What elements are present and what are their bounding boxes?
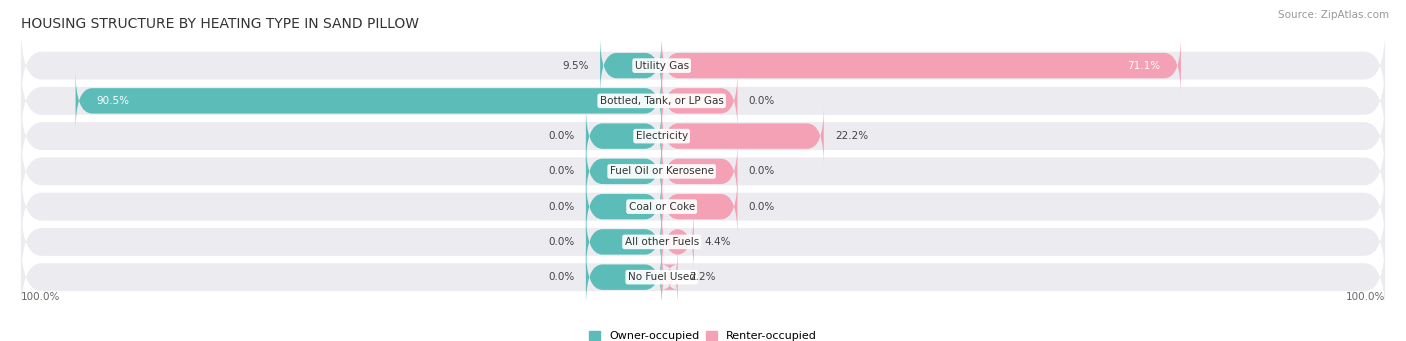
Text: 0.0%: 0.0% xyxy=(548,166,575,176)
FancyBboxPatch shape xyxy=(662,36,1181,95)
FancyBboxPatch shape xyxy=(586,177,662,236)
FancyBboxPatch shape xyxy=(586,248,662,307)
Text: Fuel Oil or Kerosene: Fuel Oil or Kerosene xyxy=(610,166,714,176)
FancyBboxPatch shape xyxy=(21,62,1385,140)
FancyBboxPatch shape xyxy=(662,177,738,236)
Text: 0.0%: 0.0% xyxy=(748,202,775,212)
FancyBboxPatch shape xyxy=(76,71,662,131)
Text: 0.0%: 0.0% xyxy=(548,202,575,212)
Text: Utility Gas: Utility Gas xyxy=(634,61,689,71)
Text: No Fuel Used: No Fuel Used xyxy=(627,272,696,282)
FancyBboxPatch shape xyxy=(586,142,662,201)
FancyBboxPatch shape xyxy=(662,212,693,271)
Text: 9.5%: 9.5% xyxy=(562,61,589,71)
FancyBboxPatch shape xyxy=(600,36,662,95)
FancyBboxPatch shape xyxy=(21,27,1385,105)
FancyBboxPatch shape xyxy=(586,212,662,271)
Text: HOUSING STRUCTURE BY HEATING TYPE IN SAND PILLOW: HOUSING STRUCTURE BY HEATING TYPE IN SAN… xyxy=(21,17,419,31)
Text: 0.0%: 0.0% xyxy=(748,96,775,106)
Text: 0.0%: 0.0% xyxy=(548,131,575,141)
FancyBboxPatch shape xyxy=(21,238,1385,316)
Text: Bottled, Tank, or LP Gas: Bottled, Tank, or LP Gas xyxy=(600,96,724,106)
Text: Coal or Coke: Coal or Coke xyxy=(628,202,695,212)
Legend: Owner-occupied, Renter-occupied: Owner-occupied, Renter-occupied xyxy=(589,331,817,341)
Text: 100.0%: 100.0% xyxy=(21,292,60,301)
FancyBboxPatch shape xyxy=(662,71,738,131)
Text: 71.1%: 71.1% xyxy=(1128,61,1160,71)
FancyBboxPatch shape xyxy=(662,142,738,201)
Text: 4.4%: 4.4% xyxy=(704,237,731,247)
Text: 0.0%: 0.0% xyxy=(548,272,575,282)
FancyBboxPatch shape xyxy=(21,203,1385,281)
Text: All other Fuels: All other Fuels xyxy=(624,237,699,247)
Text: Electricity: Electricity xyxy=(636,131,688,141)
FancyBboxPatch shape xyxy=(21,97,1385,175)
Text: 100.0%: 100.0% xyxy=(1346,292,1385,301)
Text: 2.2%: 2.2% xyxy=(689,272,716,282)
Text: 22.2%: 22.2% xyxy=(835,131,868,141)
Text: 0.0%: 0.0% xyxy=(548,237,575,247)
Text: 90.5%: 90.5% xyxy=(96,96,129,106)
Text: Source: ZipAtlas.com: Source: ZipAtlas.com xyxy=(1278,10,1389,20)
FancyBboxPatch shape xyxy=(662,106,824,166)
FancyBboxPatch shape xyxy=(586,106,662,166)
Text: 0.0%: 0.0% xyxy=(748,166,775,176)
FancyBboxPatch shape xyxy=(661,248,678,307)
FancyBboxPatch shape xyxy=(21,168,1385,246)
FancyBboxPatch shape xyxy=(21,132,1385,210)
